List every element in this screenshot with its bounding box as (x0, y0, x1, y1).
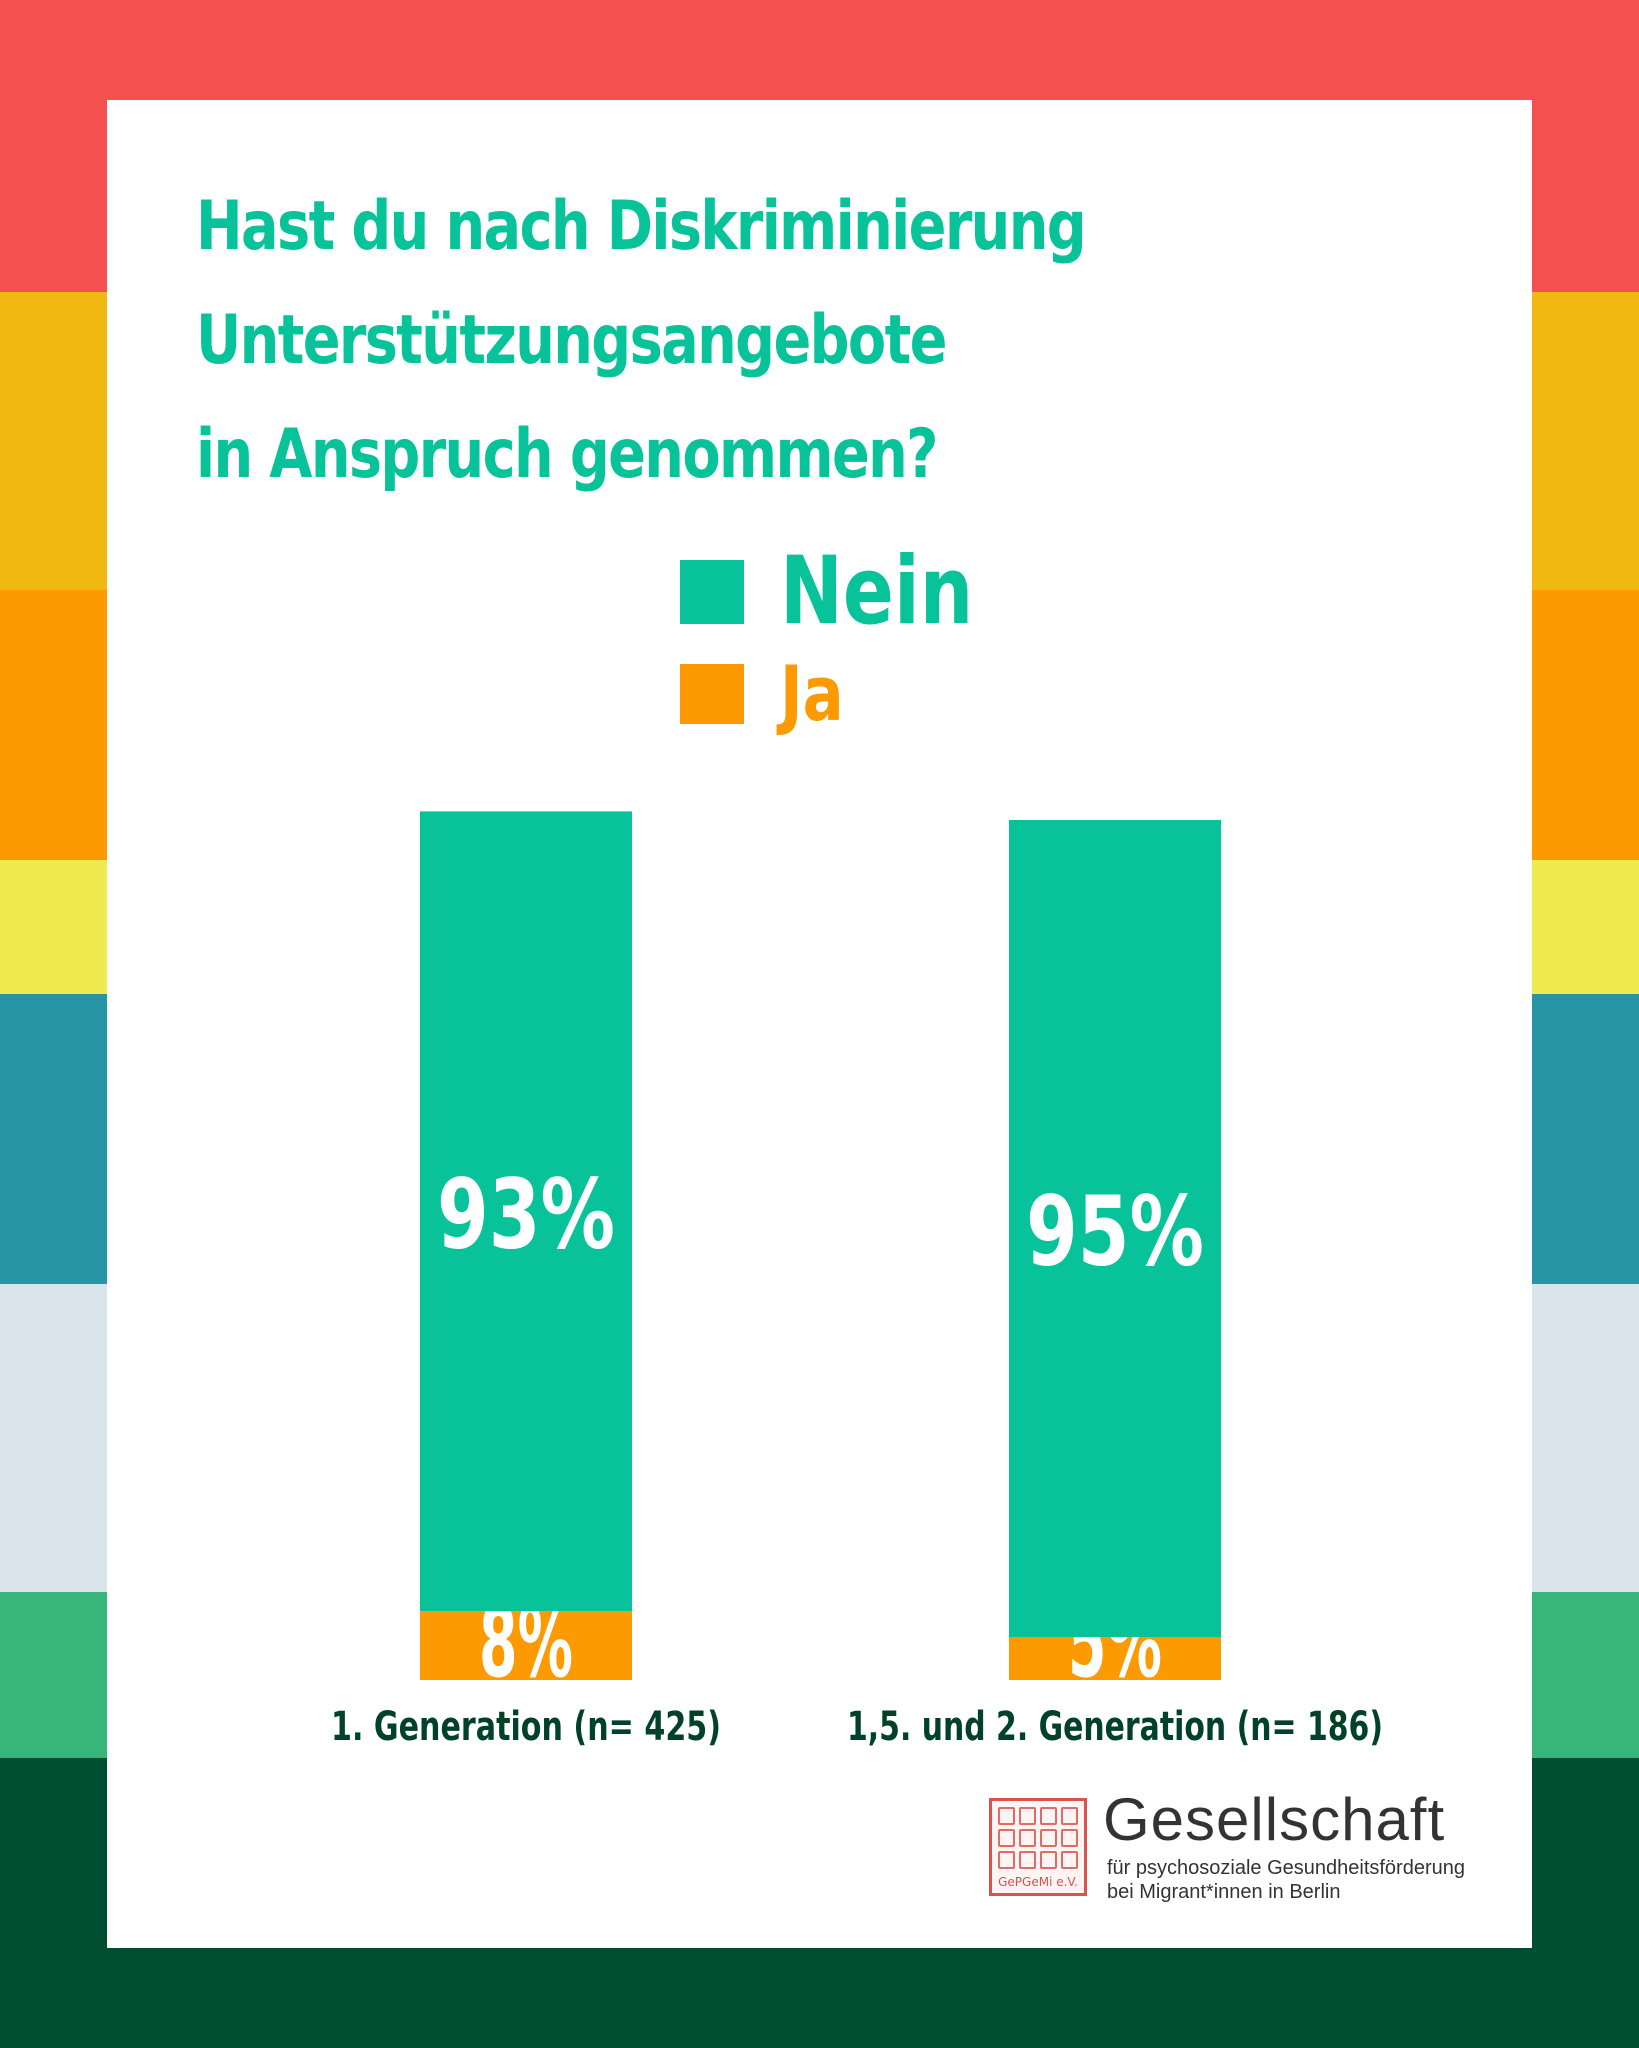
chart-title: Hast du nach Diskriminierung Unterstützu… (196, 170, 1098, 512)
gepgemi-seal-logo: GePGeMi e.V. (989, 1798, 1087, 1896)
organization-name: Gesellschaft (1103, 1786, 1446, 1853)
legend-label-ja: Ja (780, 649, 844, 738)
bar-nein-1 (420, 811, 632, 1612)
category-label-1: 1. Generation (n= 425) (331, 1704, 721, 1750)
legend-label-nein: Nein (780, 537, 974, 646)
legend-swatch-nein (680, 560, 744, 624)
title-line-2: Unterstützungsangebote (196, 301, 947, 380)
value-label-nein-1: 93% (437, 1158, 615, 1270)
organization-subtitle-2: bei Migrant*innen in Berlin (1107, 1881, 1341, 1903)
seal-glyphs (998, 1807, 1078, 1869)
bar-ja-2 (1009, 1637, 1221, 1680)
value-label-nein-2: 95% (1026, 1176, 1204, 1288)
chart-card: Hast du nach Diskriminierung Unterstützu… (107, 100, 1532, 1948)
seal-text: GePGeMi e.V. (998, 1875, 1078, 1889)
title-line-1: Hast du nach Diskriminierung (196, 187, 1087, 266)
bar-ja-1 (420, 1611, 632, 1680)
organization-footer: GePGeMi e.V. Gesellschaft für psychosozi… (989, 1788, 1489, 1908)
bar-chart-plot: 8%93%1. Generation (n= 425)5%95%1,5. und… (331, 811, 1383, 1750)
category-label-2: 1,5. und 2. Generation (n= 186) (847, 1704, 1383, 1750)
title-line-3: in Anspruch genommen? (196, 415, 939, 494)
legend-swatch-ja (680, 664, 744, 724)
organization-subtitle-1: für psychosoziale Gesundheitsförderung (1107, 1857, 1465, 1879)
bar-nein-2 (1009, 820, 1221, 1637)
